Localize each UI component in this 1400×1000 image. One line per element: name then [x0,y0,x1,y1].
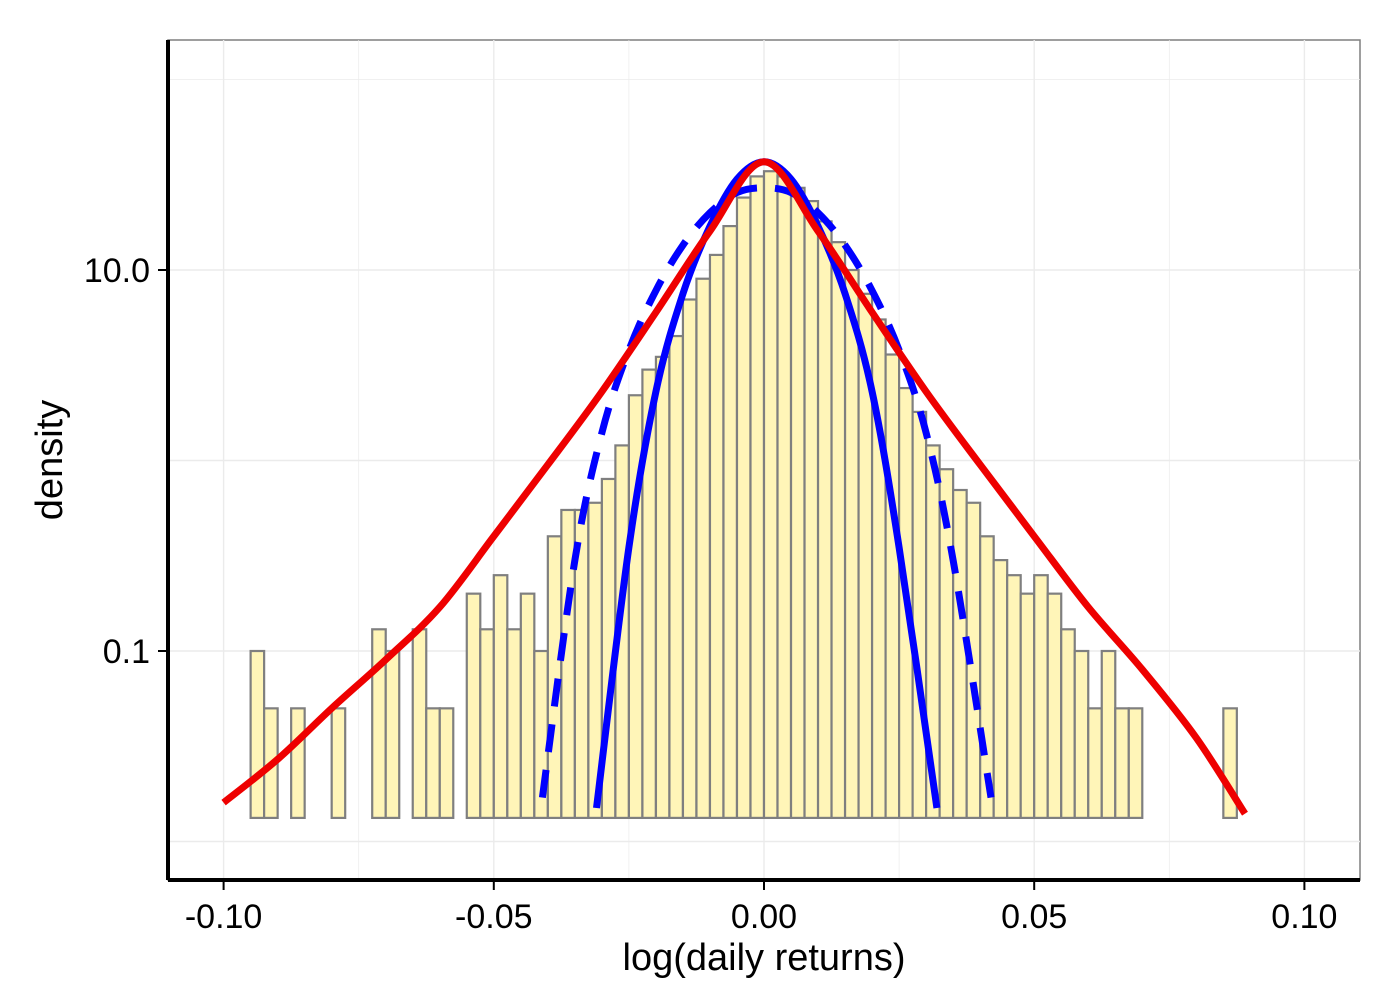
histogram-bar [1073,649,1090,820]
histogram-bar [290,707,306,820]
histogram-bar [681,298,698,820]
histogram-bar [776,175,793,820]
x-tick-label: -0.05 [455,898,533,936]
histogram-bar [465,592,482,820]
histogram-bar [1060,628,1076,820]
histogram-bar [249,649,266,820]
histogram-bar [384,649,401,820]
histogram-bar [506,628,522,820]
x-tick-label: 0.00 [731,898,797,936]
y-tick-label: 0.1 [103,633,150,671]
histogram-bar [816,220,833,820]
histogram-bar [695,277,712,820]
histogram-bar [330,707,347,820]
histogram-bar [546,535,563,820]
histogram-bar [952,488,968,820]
mixture-fit-curve [538,184,995,799]
histogram-bar [1127,707,1144,820]
x-tick-label: -0.10 [185,898,263,936]
histogram-bar [762,170,779,820]
histogram-bar [479,628,495,820]
histogram-bar [425,707,441,820]
histogram-bar [708,253,725,820]
histogram-bar [1019,592,1036,820]
histogram-bar [843,268,860,820]
histogram-bar [911,410,928,820]
y-axis-title: density [29,400,71,520]
histogram-bar [1006,574,1022,820]
histogram-bar [1100,649,1117,820]
x-tick-label: 0.05 [1001,898,1067,936]
histogram-bar [668,334,685,820]
y-tick-label: 10.0 [84,252,150,290]
histogram-bar [789,186,806,820]
histogram-bar [1114,707,1130,820]
x-axis-ticks: -0.10 -0.05 0.00 0.05 0.10 [185,880,1337,936]
histogram-bar [438,707,455,820]
histogram-bar [749,175,766,820]
histogram-bar [830,241,847,820]
histogram-bar [722,224,739,820]
histogram-bar [1046,592,1063,820]
x-axis-title: log(daily returns) [623,937,906,979]
x-tick-label: 0.10 [1271,898,1337,936]
histogram-bar [411,628,428,820]
histogram-bar [1033,574,1049,820]
heavy-tail-fit-curve [221,158,1248,816]
histogram-bar [884,353,901,820]
histogram-bar [519,592,536,820]
y-axis-ticks: 10.0 0.1 [84,252,168,671]
histogram-bar [992,559,1009,820]
histogram-bar [654,355,671,820]
histogram-bar [803,199,820,820]
histogram-bar [735,196,752,820]
density-curves [221,158,1248,816]
histogram-bar [1087,707,1103,820]
histogram-bar [492,574,509,820]
